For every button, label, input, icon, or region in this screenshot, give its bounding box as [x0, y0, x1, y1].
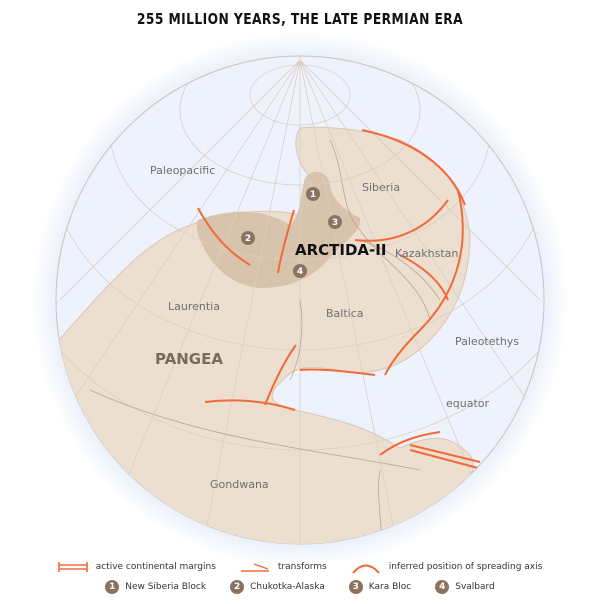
label-pangea: PANGEA [155, 350, 223, 368]
block-number-icon: 4 [435, 580, 450, 594]
map-title: 255 MILLION YEARS, THE LATE PERMIAN ERA [136, 10, 464, 28]
transform-icon [240, 563, 269, 572]
label-baltica: Baltica [326, 307, 364, 320]
svg-text:4: 4 [297, 267, 303, 277]
block-number-icon: 3 [348, 580, 363, 594]
label-kazakhstan: Kazakhstan [395, 247, 458, 260]
terrane-boundaries [89, 139, 441, 544]
svg-text:3: 3 [332, 218, 338, 228]
legend-label: New Siberia Block [125, 582, 207, 592]
marker-3: 3 [328, 215, 342, 229]
block-number-icon: 2 [230, 580, 245, 594]
label-arctida: ARCTIDA-II [295, 241, 386, 259]
active-margin-icon [57, 562, 88, 572]
legend-label: inferred position of spreading axis [388, 562, 543, 572]
block-number-icon: 1 [105, 580, 120, 594]
marker-4: 4 [293, 264, 307, 278]
legend-label: active continental margins [95, 562, 216, 572]
legend-label: Chukotka-Alaska [250, 582, 325, 592]
svg-text:2: 2 [245, 234, 251, 244]
marker-2: 2 [241, 231, 255, 245]
legend-label: transforms [277, 562, 327, 572]
globe-map: Paleopacific Siberia ARCTIDA-II Kazakhst… [32, 32, 568, 560]
svg-text:1: 1 [310, 190, 316, 200]
legend-symbols: active continental margins transforms in… [0, 560, 600, 574]
label-laurentia: Laurentia [168, 300, 220, 313]
marker-1: 1 [306, 187, 320, 201]
legend-label: Svalbard [455, 582, 495, 592]
legend-label: Kara Bloc [368, 582, 412, 592]
legend-blocks: 1 New Siberia Block 2 Chukotka-Alaska 3 Kar… [0, 580, 600, 594]
spreading-axis-icon [351, 564, 380, 574]
label-paleopacific: Paleopacific [150, 164, 215, 177]
label-gondwana: Gondwana [210, 478, 269, 491]
label-siberia: Siberia [362, 181, 400, 194]
label-paleotethys: Paleotethys [455, 335, 519, 348]
plate-margins [197, 129, 481, 469]
label-equator: equator [446, 397, 490, 410]
